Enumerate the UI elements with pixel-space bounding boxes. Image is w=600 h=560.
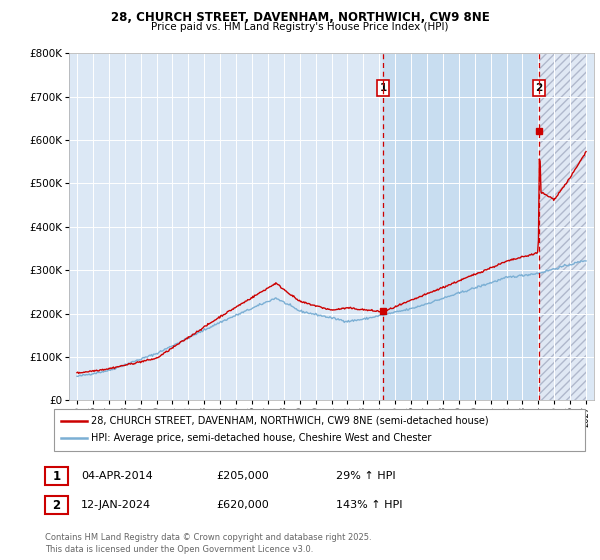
Text: 04-APR-2014: 04-APR-2014 xyxy=(81,471,153,481)
Text: Contains HM Land Registry data © Crown copyright and database right 2025.
This d: Contains HM Land Registry data © Crown c… xyxy=(45,533,371,554)
Text: 28, CHURCH STREET, DAVENHAM, NORTHWICH, CW9 8NE: 28, CHURCH STREET, DAVENHAM, NORTHWICH, … xyxy=(110,11,490,24)
Text: 1: 1 xyxy=(52,469,61,483)
Text: 12-JAN-2024: 12-JAN-2024 xyxy=(81,500,151,510)
Text: 143% ↑ HPI: 143% ↑ HPI xyxy=(336,500,403,510)
Bar xyxy=(539,53,586,400)
Text: 2: 2 xyxy=(52,498,61,512)
Text: 1: 1 xyxy=(380,83,387,93)
Bar xyxy=(383,53,539,400)
Text: 2: 2 xyxy=(535,83,542,93)
Text: 29% ↑ HPI: 29% ↑ HPI xyxy=(336,471,395,481)
Text: Price paid vs. HM Land Registry's House Price Index (HPI): Price paid vs. HM Land Registry's House … xyxy=(151,22,449,32)
Text: 28, CHURCH STREET, DAVENHAM, NORTHWICH, CW9 8NE (semi-detached house): 28, CHURCH STREET, DAVENHAM, NORTHWICH, … xyxy=(91,416,489,426)
Text: £205,000: £205,000 xyxy=(216,471,269,481)
Text: £620,000: £620,000 xyxy=(216,500,269,510)
Text: HPI: Average price, semi-detached house, Cheshire West and Chester: HPI: Average price, semi-detached house,… xyxy=(91,433,431,444)
